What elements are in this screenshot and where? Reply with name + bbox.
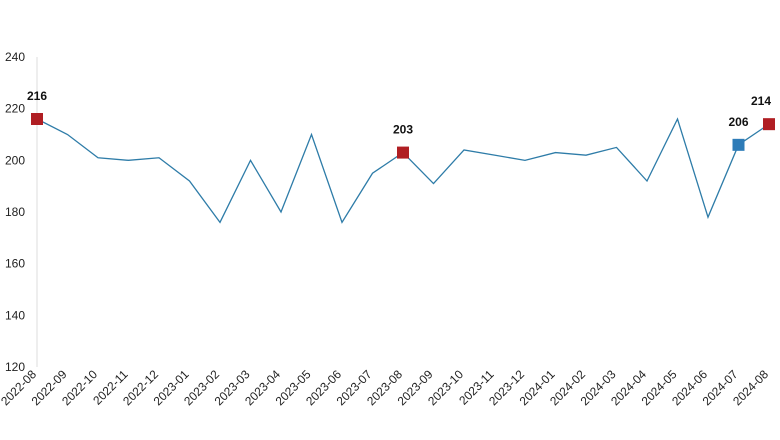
data-label: 206 (728, 115, 748, 129)
y-tick-label: 200 (5, 153, 25, 167)
y-tick-label: 160 (5, 257, 25, 271)
data-label: 216 (27, 89, 47, 103)
highlight-marker (31, 113, 43, 125)
highlight-marker (397, 146, 409, 159)
data-label: 203 (393, 123, 413, 137)
highlight-marker (732, 138, 745, 151)
y-axis-ticks: 120 140 160 180 200 220 240 (5, 50, 25, 374)
highlight-marker (763, 118, 775, 131)
y-tick-label: 220 (5, 102, 25, 116)
y-tick-label: 180 (5, 205, 25, 219)
y-tick-label: 120 (5, 360, 25, 374)
y-tick-label: 140 (5, 308, 25, 322)
data-label: 214 (751, 94, 771, 108)
y-tick-label: 240 (5, 50, 25, 64)
